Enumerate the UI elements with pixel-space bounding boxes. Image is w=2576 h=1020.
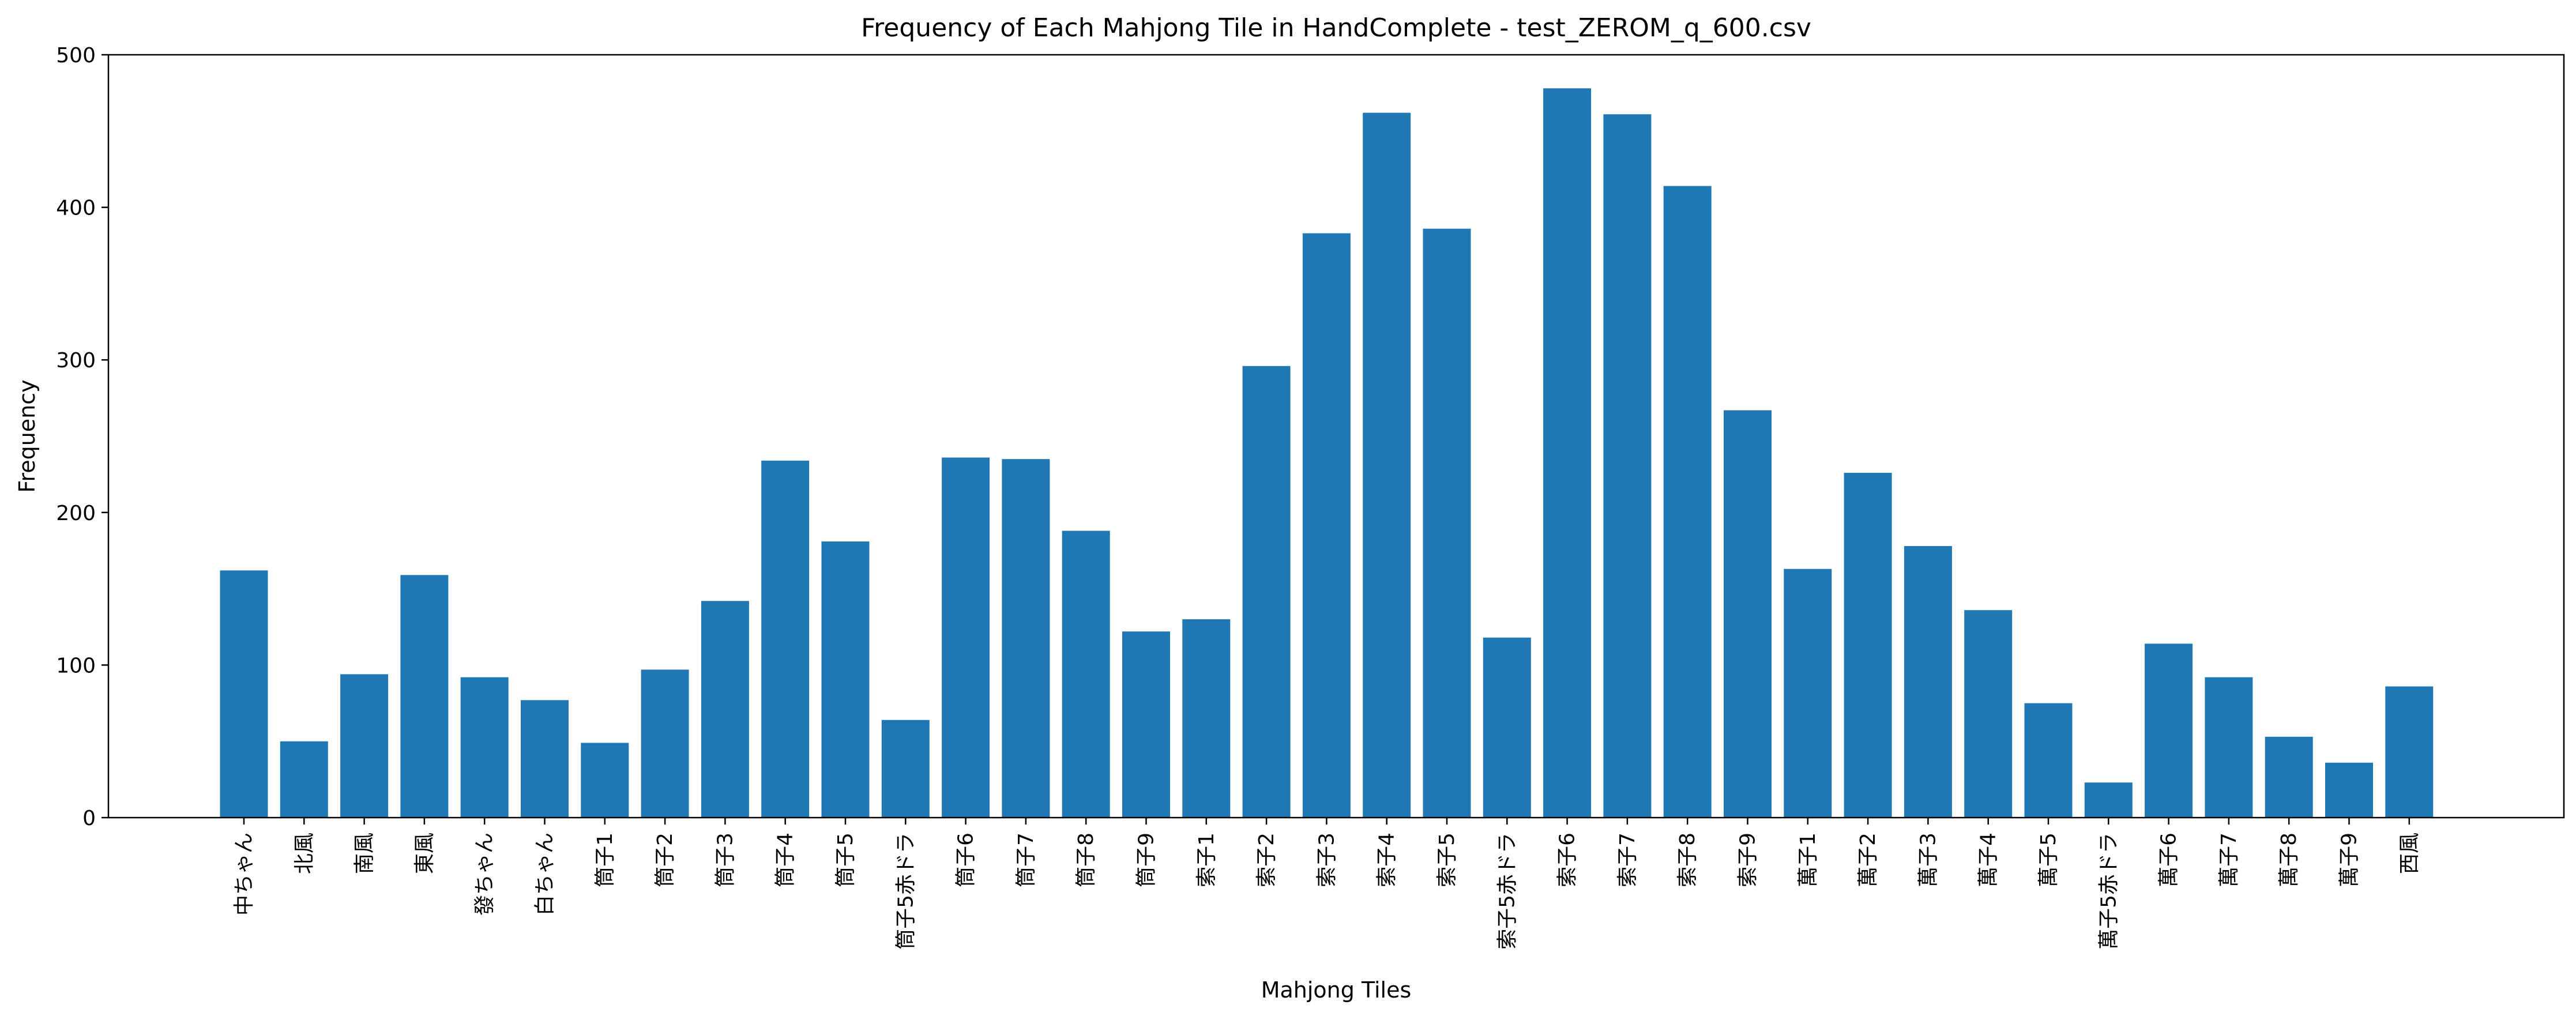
bar-萬子7 [2205,677,2253,818]
bar-筒子6 [942,457,990,818]
y-tick-label: 0 [82,807,96,830]
bar-索子5赤ドラ [1483,637,1531,818]
chart-title: Frequency of Each Mahjong Tile in HandCo… [861,13,1811,43]
x-tick-label: 萬子3 [1916,833,1940,887]
bar-筒子1 [581,743,629,818]
bar-筒子5赤ドラ [881,720,930,818]
bar-索子3 [1302,233,1351,818]
bar-萬子8 [2265,736,2313,818]
x-tick-label: 西風 [2398,833,2421,874]
bar-萬子9 [2325,762,2373,818]
bar-索子7 [1603,114,1652,818]
bar-筒子5 [821,541,870,818]
bar-筒子3 [701,601,749,818]
bar-索子1 [1182,619,1231,818]
bar-筒子2 [641,669,689,818]
x-tick-label: 萬子7 [2217,833,2241,887]
x-tick-label: 索子2 [1255,833,1278,887]
x-axis: 中ちゃん 北風 南風 東風 發ちゃん 白ちゃん 筒子1 筒子2 筒子3 筒子4 筒子5 筒子5赤ドラ 筒… [232,818,2421,950]
bar-中ちゃん [220,570,268,818]
x-tick-label: 中ちゃん [232,833,256,916]
bar-筒子9 [1122,631,1170,818]
bar-萬子5 [2024,703,2073,818]
bar-萬子3 [1904,546,1952,818]
x-tick-label: 索子5赤ドラ [1495,833,1519,950]
y-tick-label: 100 [56,654,96,678]
bar-筒子8 [1062,530,1110,818]
bar-索子4 [1363,112,1411,818]
x-tick-label: 萬子5 [2037,833,2060,887]
bar-北風 [280,741,328,818]
y-tick-label: 500 [56,44,96,67]
x-tick-label: 萬子5赤ドラ [2097,833,2120,950]
bar-索子9 [1724,410,1772,818]
x-tick-label: 萬子8 [2277,833,2301,887]
bar-萬子1 [1784,569,1832,818]
x-tick-label: 白ちゃん [533,833,557,916]
x-tick-label: 萬子9 [2338,833,2361,887]
bars-group [220,88,2434,818]
bar-白ちゃん [521,700,569,818]
bar-筒子4 [761,460,810,818]
x-tick-label: 筒子6 [954,833,978,887]
x-tick-label: 筒子5 [834,833,858,887]
bar-索子6 [1543,88,1592,818]
x-tick-label: 筒子9 [1135,833,1159,887]
bar-萬子4 [1964,610,2013,818]
x-tick-label: 筒子4 [774,833,798,887]
x-tick-label: 發ちゃん [473,833,497,916]
x-tick-label: 萬子4 [1977,833,2000,887]
bar-索子2 [1242,366,1291,818]
bar-萬子6 [2145,643,2193,818]
x-tick-label: 筒子1 [593,833,617,887]
bar-萬子5赤ドラ [2084,782,2133,818]
x-tick-label: 索子7 [1616,833,1639,887]
x-tick-label: 萬子6 [2157,833,2181,887]
x-tick-label: 索子4 [1375,833,1399,887]
plot-frame [107,54,2565,819]
x-tick-label: 筒子8 [1074,833,1098,887]
x-tick-label: 南風 [353,833,377,874]
x-tick-label: 索子8 [1676,833,1699,887]
x-tick-label: 索子3 [1315,833,1338,887]
y-axis-label: Frequency [14,379,40,492]
x-tick-label: 筒子2 [653,833,677,887]
bar-南風 [340,674,389,818]
y-tick-label: 200 [56,502,96,525]
x-tick-label: 索子9 [1736,833,1760,887]
bar-發ちゃん [460,677,509,818]
bar-東風 [400,575,449,818]
x-tick-label: 筒子7 [1014,833,1038,887]
x-tick-label: 索子6 [1556,833,1580,887]
x-tick-label: 索子1 [1195,833,1219,887]
x-tick-label: 索子5 [1435,833,1459,887]
x-tick-label: 筒子5赤ドラ [894,833,917,950]
y-tick-label: 400 [56,197,96,220]
x-tick-label: 萬子2 [1856,833,1880,887]
bar-索子5 [1423,228,1471,818]
x-axis-label: Mahjong Tiles [1261,977,1412,1003]
x-tick-label: 萬子1 [1796,833,1820,887]
bar-筒子7 [1002,459,1050,818]
bar-西風 [2385,686,2434,818]
x-tick-label: 筒子3 [713,833,737,887]
bar-萬子2 [1844,473,1892,818]
y-axis: 0 100 200 300 400 500 [56,44,108,830]
bar-索子8 [1663,186,1712,818]
x-tick-label: 北風 [292,833,316,874]
y-tick-label: 300 [56,349,96,372]
x-tick-label: 東風 [413,833,437,874]
